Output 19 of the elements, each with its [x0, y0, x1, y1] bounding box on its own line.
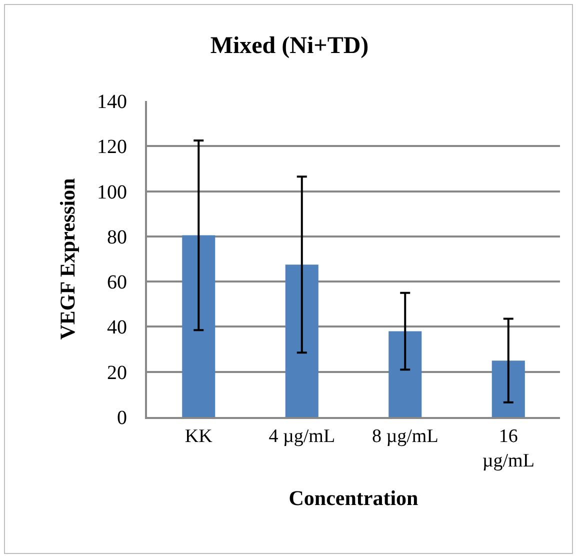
x-tick-label: 16 µg/mL — [482, 426, 534, 472]
x-tick-label: 8 µg/mL — [372, 426, 438, 447]
y-tick-label: 20 — [107, 362, 127, 384]
y-tick-label: 120 — [97, 136, 127, 158]
x-axis-title: Concentration — [288, 486, 419, 510]
y-tick-label: 100 — [97, 181, 127, 204]
bar — [285, 264, 318, 417]
y-tick-label: 60 — [107, 272, 127, 294]
bar — [388, 331, 422, 417]
bar — [492, 360, 525, 417]
y-tick-label: 140 — [97, 91, 127, 113]
x-tick-label: 4 µg/mL — [268, 426, 336, 447]
x-tick-label: KK — [184, 426, 213, 447]
y-tick-label: 40 — [107, 316, 127, 339]
y-axis-title: VEGF Expression — [56, 178, 80, 340]
y-tick-label: 80 — [107, 226, 127, 248]
bar — [182, 235, 216, 417]
chart-title: Mixed (Ni+TD) — [210, 33, 369, 60]
y-tick-label: 0 — [117, 407, 127, 429]
